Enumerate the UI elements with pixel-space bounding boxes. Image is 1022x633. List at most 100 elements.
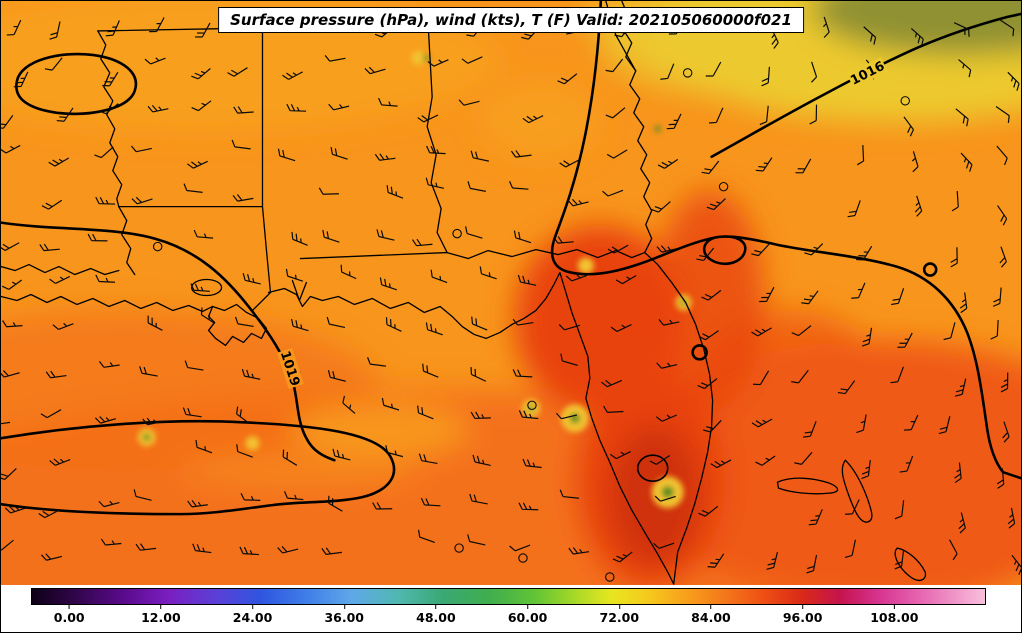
wind-barb — [102, 71, 119, 87]
wind-barb — [471, 316, 488, 331]
wind-barb — [332, 448, 351, 461]
wind-barb — [479, 266, 497, 280]
wind-barb — [606, 149, 628, 159]
wind-barb — [95, 196, 116, 205]
wind-barb — [44, 57, 63, 71]
wind-barb — [285, 268, 303, 282]
wind-barb — [49, 21, 61, 40]
wind-barb — [698, 330, 719, 341]
colorbar-tick-label: 108.00 — [870, 610, 919, 625]
island-abaco — [841, 459, 873, 523]
colorbar-tick-label: 60.00 — [507, 610, 548, 625]
colorbar-tick-mark — [710, 605, 712, 609]
wind-barb — [656, 362, 678, 369]
wind-barb — [903, 116, 914, 137]
wind-barb — [40, 409, 62, 419]
wind-barb — [845, 499, 860, 515]
pressure-contour-1019 — [1, 221, 336, 462]
wind-barb — [378, 97, 398, 107]
wind-barb — [959, 292, 968, 314]
wind-barb — [242, 273, 261, 285]
wind-barb — [45, 370, 67, 379]
colorbar-tick-mark — [618, 605, 620, 609]
wind-barb — [950, 247, 958, 268]
wind-barb — [558, 324, 580, 331]
calm-wind-circle — [682, 68, 693, 78]
wind-barb — [795, 158, 812, 174]
wind-barb — [701, 289, 722, 301]
wind-barb — [851, 282, 866, 299]
wind-barb — [386, 185, 404, 199]
wind-barb — [142, 417, 164, 426]
wind-barb — [521, 27, 540, 40]
wind-barb — [960, 152, 973, 172]
island-andros — [894, 547, 927, 582]
wind-barb — [417, 114, 439, 123]
wind-barb — [649, 455, 671, 465]
wind-barb — [557, 73, 578, 85]
wind-barb — [381, 397, 400, 411]
wind-barb — [4, 506, 26, 514]
wind-barb — [567, 198, 589, 207]
wind-barb — [997, 205, 1008, 226]
colorbar-tick: 108.00 — [870, 605, 918, 625]
wind-barb — [472, 454, 491, 466]
wind-barb — [803, 421, 817, 438]
wind-barb — [953, 22, 970, 37]
wind-barb — [759, 286, 775, 303]
wind-barb — [891, 288, 905, 306]
wind-barb — [367, 357, 387, 367]
wind-barb — [861, 327, 873, 347]
wind-barb — [328, 103, 350, 111]
wind-barb — [766, 551, 779, 570]
wind-barb — [467, 534, 486, 546]
wind-barb — [417, 405, 434, 420]
wind-barb — [910, 28, 924, 47]
wind-barb — [810, 61, 818, 83]
wind-barb — [470, 150, 489, 162]
wind-barb — [1, 242, 20, 251]
wind-barb — [707, 553, 725, 568]
calm-wind-circle — [527, 400, 537, 411]
map-canvas: 1019 1016 Surface pressure (hPa), wind (… — [1, 1, 1021, 586]
wind-barb — [342, 395, 356, 414]
florida-east-coast — [644, 251, 714, 585]
wind-barb — [990, 320, 999, 340]
wind-barb — [240, 492, 261, 501]
wind-barb — [1007, 71, 1020, 91]
calm-wind-circle — [152, 241, 163, 252]
wind-barb — [958, 59, 972, 78]
wind-barb — [1, 370, 20, 378]
calm-wind-circle — [718, 181, 729, 192]
calm-wind-circle — [605, 572, 615, 582]
colorbar-tick-mark — [343, 605, 345, 609]
wind-barb — [328, 495, 343, 512]
colorbar-tick-label: 84.00 — [691, 610, 731, 625]
wind-barb — [1007, 507, 1016, 529]
wind-barb — [385, 317, 402, 332]
map-title-text: Surface pressure (hPa), wind (kts), T (F… — [230, 11, 792, 29]
wind-barb — [187, 499, 208, 508]
wind-barb — [801, 290, 819, 305]
wind-barb — [422, 363, 439, 378]
wind-barb — [195, 439, 213, 454]
wind-barb — [999, 246, 1007, 268]
wind-barb — [277, 148, 296, 162]
colorbar-tick-mark — [160, 605, 162, 609]
map-svg: 1019 1016 — [1, 1, 1021, 585]
calm-wind-circle — [452, 228, 462, 239]
colorbar-gradient — [31, 588, 986, 605]
wind-barb — [1002, 421, 1010, 443]
wind-barb — [87, 233, 108, 242]
pressure-contour-small-closed-1 — [691, 344, 708, 361]
wind-barb — [605, 58, 624, 73]
wind-barb — [954, 378, 967, 397]
wind-barb — [135, 543, 157, 551]
wind-barb — [657, 158, 679, 169]
colorbar-tick-mark — [435, 605, 437, 609]
wind-barb — [610, 324, 632, 333]
wind-barb — [568, 547, 590, 555]
wind-barb — [701, 160, 720, 175]
wind-barb — [553, 236, 574, 244]
